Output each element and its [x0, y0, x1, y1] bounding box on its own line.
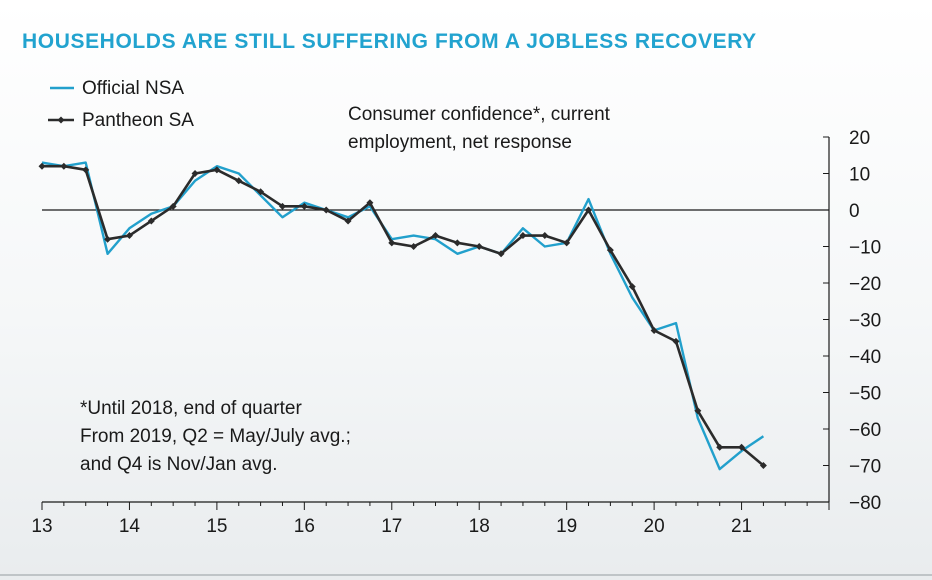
- x-tick-label: 16: [294, 516, 315, 537]
- data-point-pantheon-sa: [759, 462, 767, 469]
- data-point-pantheon-sa: [344, 217, 352, 225]
- data-point-pantheon-sa: [563, 239, 571, 247]
- series-layer: [38, 161, 767, 471]
- data-point-pantheon-sa: [694, 407, 702, 415]
- data-point-pantheon-sa: [169, 202, 177, 210]
- data-point-pantheon-sa: [716, 443, 724, 451]
- y-tick-label: 20: [849, 128, 870, 149]
- data-point-pantheon-sa: [672, 337, 680, 345]
- y-tick-label: −70: [849, 457, 881, 478]
- data-point-pantheon-sa: [125, 232, 133, 240]
- y-tick-label: −60: [849, 420, 881, 441]
- data-point-pantheon-sa: [628, 283, 636, 291]
- series-line-official-nsa: [41, 161, 765, 471]
- annotation-note-line-3: and Q4 is Nov/Jan avg.: [80, 454, 278, 475]
- data-point-pantheon-sa: [60, 162, 68, 170]
- y-tick-label: −30: [849, 311, 881, 332]
- data-point-pantheon-sa: [38, 162, 46, 170]
- axes: 13 14 15 16 17 18 19 20 21 20 10 0 −10 −20 −30 −40 −50 −6…: [31, 128, 881, 537]
- chart-title: HOUSEHOLDS ARE STILL SUFFERING FROM A JO…: [22, 30, 757, 53]
- data-point-pantheon-sa: [497, 250, 505, 258]
- data-point-pantheon-sa: [432, 232, 439, 240]
- y-tick-label: 10: [849, 165, 870, 186]
- y-tick-label: −20: [849, 274, 881, 295]
- data-point-pantheon-sa: [606, 246, 614, 254]
- data-point-pantheon-sa: [475, 243, 483, 250]
- data-point-pantheon-sa: [541, 232, 549, 240]
- data-point-pantheon-sa: [388, 239, 396, 247]
- data-point-pantheon-sa: [82, 166, 90, 174]
- x-tick-label: 15: [206, 516, 227, 537]
- y-tick-label: −50: [849, 384, 881, 405]
- data-point-pantheon-sa: [104, 235, 112, 243]
- x-tick-label: 21: [731, 516, 752, 537]
- annotation-note-line-1: *Until 2018, end of quarter: [80, 398, 302, 419]
- legend: Official NSA Pantheon SA: [48, 78, 194, 131]
- data-point-pantheon-sa: [322, 206, 330, 214]
- data-point-pantheon-sa: [366, 199, 374, 207]
- data-point-pantheon-sa: [213, 166, 221, 174]
- data-point-pantheon-sa: [300, 202, 308, 210]
- x-tick-label: 19: [556, 516, 577, 537]
- y-tick-label: −10: [849, 238, 881, 259]
- x-tick-label: 18: [469, 516, 490, 537]
- x-tick-label: 14: [119, 516, 141, 537]
- data-point-pantheon-sa: [738, 443, 746, 451]
- data-point-pantheon-sa: [453, 239, 461, 247]
- data-point-pantheon-sa: [519, 232, 527, 240]
- data-point-pantheon-sa: [191, 170, 199, 177]
- legend-label-official-nsa: Official NSA: [82, 78, 184, 99]
- x-tick-label: 13: [31, 516, 52, 537]
- y-tick-label: −40: [849, 347, 881, 368]
- data-point-pantheon-sa: [650, 326, 658, 334]
- x-tick-label: 20: [644, 516, 665, 537]
- legend-marker-pantheon-sa: [57, 116, 65, 124]
- data-point-pantheon-sa: [147, 217, 155, 225]
- data-point-pantheon-sa: [257, 188, 265, 196]
- annotation-top-line-1: Consumer confidence*, current: [348, 104, 611, 125]
- y-tick-label: 0: [849, 201, 860, 222]
- data-point-pantheon-sa: [235, 177, 243, 185]
- annotation-top-line-2: employment, net response: [348, 132, 572, 153]
- data-point-pantheon-sa: [278, 202, 286, 210]
- series-line-pantheon-sa: [42, 164, 765, 467]
- bottom-rule: [0, 574, 932, 576]
- x-tick-label: 17: [381, 516, 402, 537]
- annotation-note-line-2: From 2019, Q2 = May/July avg.;: [80, 426, 351, 447]
- data-point-pantheon-sa: [585, 206, 593, 214]
- data-point-pantheon-sa: [410, 243, 418, 250]
- y-tick-label: −80: [849, 493, 881, 514]
- legend-label-pantheon-sa: Pantheon SA: [82, 110, 194, 131]
